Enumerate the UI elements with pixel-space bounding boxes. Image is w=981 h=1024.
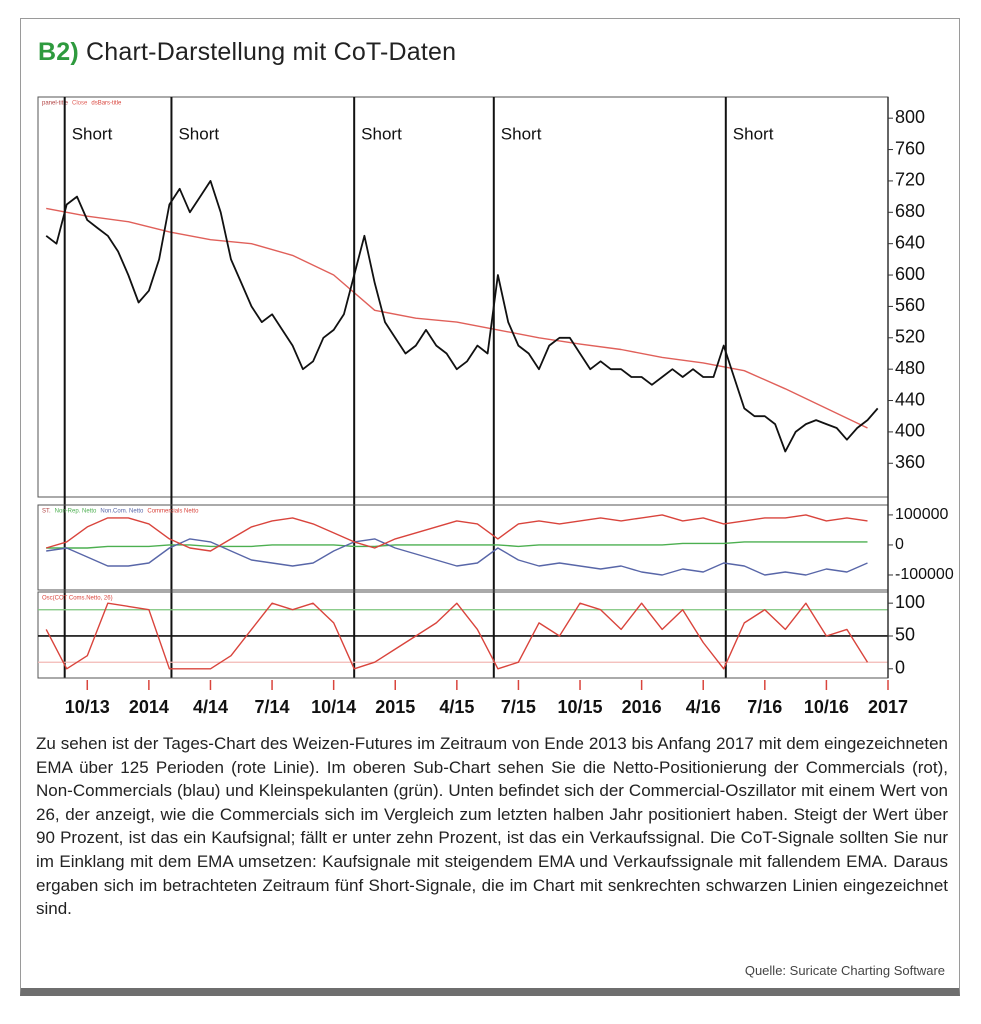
series-line (46, 514, 868, 552)
y-tick-label: 440 (895, 389, 925, 409)
source: Quelle: Suricate Charting Software (744, 963, 945, 978)
y-tick-label: 400 (895, 421, 925, 441)
chart: panel-title Close dsBars-title 360 400 440 480… (37, 96, 954, 717)
y-tick-label: 720 (895, 170, 925, 190)
y-tick-label: 760 (895, 138, 925, 158)
legend-panel-title: panel-title (42, 101, 69, 107)
signal-label: Short (178, 124, 219, 143)
signal-label: Short (72, 124, 113, 143)
series-line (46, 541, 868, 549)
y-tick-label: 520 (895, 327, 925, 347)
legend-entry: Commercials Netto (147, 509, 199, 515)
legend-entry: Close (72, 101, 88, 107)
y-tick-label: 100 (895, 592, 925, 612)
series-line (46, 538, 868, 576)
figure-heading: B2) Chart-Darstellung mit CoT-Daten (38, 38, 456, 67)
x-tick-label: 7/16 (747, 697, 782, 717)
x-tick-label: 10/14 (311, 697, 356, 717)
panel-frame (37, 504, 889, 591)
y-tick-label: 560 (895, 295, 925, 315)
y-tick-label: 640 (895, 232, 925, 252)
legend-entry: dsBars-title (91, 101, 122, 107)
x-tick-label: 4/15 (439, 697, 474, 717)
x-tick-label: 4/14 (193, 697, 228, 717)
y-tick-label: 360 (895, 452, 925, 472)
y-tick-label: 680 (895, 201, 925, 221)
series-line (45, 180, 879, 453)
series-line (45, 602, 869, 670)
legend-entry: Osc(COT Coms.Netto, 26) (42, 596, 113, 602)
x-tick-label: 2016 (622, 697, 662, 717)
x-tick-label: 4/16 (686, 697, 721, 717)
y-tick-label: 800 (895, 107, 925, 127)
y-tick-label: 480 (895, 358, 925, 378)
figure-label: B2) (38, 38, 79, 66)
x-tick-label: 10/16 (804, 697, 849, 717)
signal-label: Short (501, 124, 542, 143)
x-tick-label: 7/14 (255, 697, 290, 717)
x-tick-label: 2014 (129, 697, 169, 717)
caption: Zu sehen ist der Tages-Chart des Weizen-… (36, 734, 948, 919)
x-tick-label: 2017 (868, 697, 908, 717)
panel-frame (37, 96, 889, 498)
y-tick-label: 600 (895, 264, 925, 284)
legend-entry: Non.Com. Netto (100, 509, 144, 515)
x-tick-label: 2015 (375, 697, 415, 717)
legend-panel-title: ST. (42, 509, 51, 515)
x-tick-label: 10/15 (558, 697, 603, 717)
legend-entry: Non-Rep. Netto (55, 509, 97, 515)
series-line (46, 207, 868, 429)
figure-frame (20, 18, 960, 996)
signal-label: Short (361, 124, 402, 143)
panel-frame (37, 591, 889, 679)
figure-title: Chart-Darstellung mit CoT-Daten (86, 38, 457, 66)
signal-label: Short (733, 124, 774, 143)
y-tick-label: -100000 (895, 566, 954, 583)
y-tick-label: 0 (895, 658, 905, 678)
x-tick-label: 10/13 (65, 697, 110, 717)
y-tick-label: 100000 (895, 506, 948, 523)
y-tick-label: 0 (895, 536, 904, 553)
y-tick-label: 50 (895, 625, 915, 645)
x-tick-label: 7/15 (501, 697, 536, 717)
